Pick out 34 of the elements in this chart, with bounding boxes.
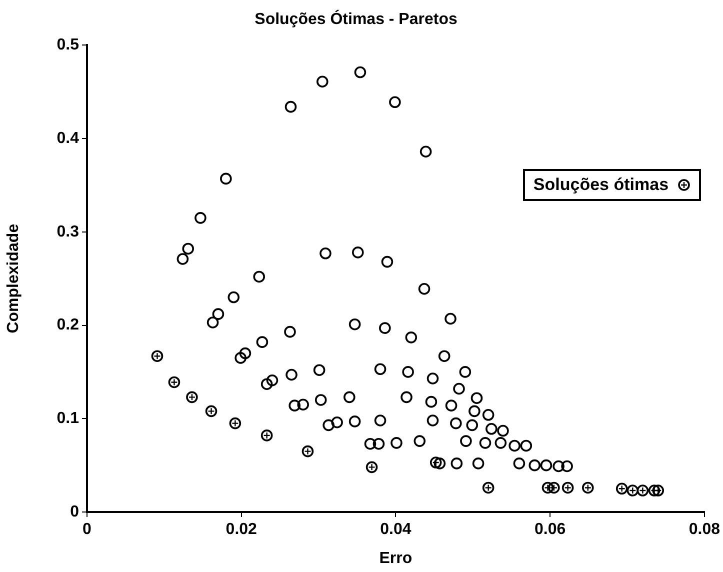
y-tick-label: 0.3 [56,223,80,240]
point [205,405,218,418]
point [626,484,639,496]
point [151,350,164,362]
y-tick-label: 0.4 [56,130,80,147]
x-tick-label: 0.02 [226,521,258,538]
x-tick-label: 0.04 [380,521,412,538]
y-tick-label: 0.1 [56,410,80,428]
x-tick-label: 0.08 [688,521,720,538]
y-tick-label: 0 [70,503,80,520]
point [542,482,554,494]
point [168,376,180,388]
point [636,484,649,496]
y-axis-title: Complexidade [5,224,22,334]
point [229,417,242,430]
point [616,482,628,495]
chart-title: Soluções Ótimas - Paretos [254,9,458,28]
point [260,430,273,442]
x-tick-label: 0.06 [534,521,566,538]
point [482,482,494,494]
point [652,484,664,496]
point [562,482,574,494]
point [366,461,378,474]
y-tick-label: 0.2 [56,316,80,334]
point [302,445,314,458]
x-axis-title: Erro [379,550,412,567]
x-tick-label: 0 [82,521,92,538]
point [648,484,660,496]
point [582,482,594,494]
y-tick-label: 0.5 [56,36,80,54]
point [430,456,442,468]
point [548,482,560,494]
point [186,391,198,404]
legend-label: Soluções ótimas [533,175,669,196]
